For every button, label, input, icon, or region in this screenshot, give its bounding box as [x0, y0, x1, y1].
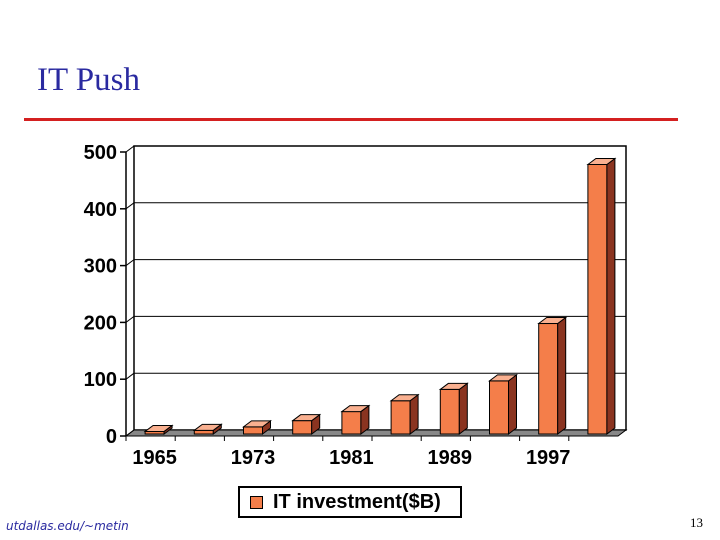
bar-chart: 0 100 200 300 400 500 1965 1973 1981 1989 1997: [84, 142, 628, 469]
bar-top: [340, 405, 371, 413]
bar-top: [192, 423, 223, 431]
bar-front: [489, 380, 509, 435]
bar-top: [488, 374, 518, 382]
x-tick-label: 1973: [231, 447, 276, 469]
bar-front: [587, 163, 608, 435]
legend-label: IT investment($B): [273, 490, 441, 513]
bar-top: [438, 382, 469, 390]
y-tick-connector: [125, 372, 135, 380]
bar-front: [341, 411, 362, 435]
y-tick-label: 200: [84, 312, 117, 334]
y-tick-label: 0: [106, 426, 117, 448]
x-tick-label: 1965: [132, 447, 177, 469]
x-tick-label: 1981: [329, 447, 374, 469]
bar-side: [409, 393, 419, 435]
chart-legend: IT investment($B): [238, 486, 462, 518]
x-tick-label: 1997: [526, 447, 571, 469]
y-tick-label: 300: [84, 256, 117, 278]
title-divider: [24, 118, 678, 121]
y-tick-connector: [125, 429, 135, 437]
bar-front: [390, 400, 411, 435]
bar-top: [143, 424, 174, 432]
bar-front: [292, 420, 313, 435]
bar-top: [586, 157, 617, 165]
bar-front: [538, 323, 559, 435]
x-tick-label: 1989: [428, 447, 473, 469]
slide-title: IT Push: [37, 62, 140, 98]
bar-side: [458, 382, 468, 435]
bar-top: [389, 394, 420, 402]
y-tick-connector: [125, 315, 135, 323]
bar-front: [243, 426, 263, 435]
y-tick-connector: [125, 202, 135, 210]
y-tick-label: 100: [84, 369, 117, 391]
y-tick-label: 400: [84, 199, 117, 221]
bar-top: [242, 420, 272, 428]
bar-front: [193, 429, 214, 435]
bar-side: [508, 373, 517, 435]
bar-top: [291, 414, 322, 422]
bar-front: [439, 388, 460, 435]
footer-url: utdallas.edu/~metin: [6, 519, 129, 533]
bar-side: [557, 316, 567, 435]
y-tick-label: 500: [84, 142, 117, 164]
legend-swatch: [250, 495, 263, 509]
y-tick-connector: [125, 259, 135, 267]
slide-number: 13: [690, 515, 703, 530]
bar-top: [537, 317, 568, 325]
y-tick-connector: [125, 145, 135, 153]
bar-side: [606, 157, 616, 435]
